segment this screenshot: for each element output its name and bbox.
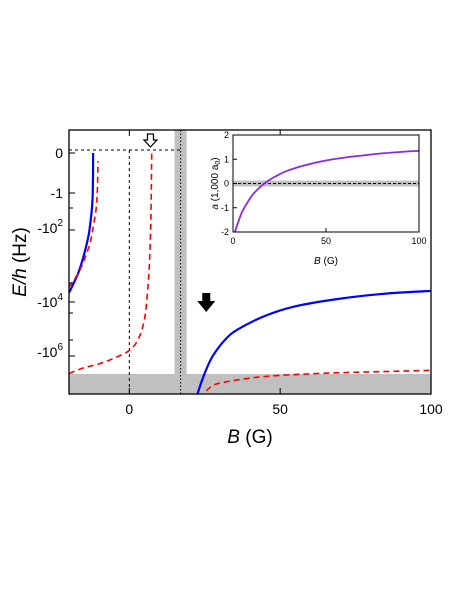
series-blue-solid-right xyxy=(196,289,431,394)
inset-y-tick-label: 2 xyxy=(224,130,229,140)
series-red-dashed-left xyxy=(69,160,99,288)
shaded-band-vertical xyxy=(174,130,187,394)
y-axis-label: E/h (Hz) xyxy=(10,227,31,297)
inset-y-axis-label: a (1,000 a0) xyxy=(210,157,222,209)
inset-plot-area xyxy=(233,149,419,232)
y-tick-label: -1 xyxy=(51,185,64,201)
y-tick-label: 0 xyxy=(55,145,63,161)
inset-x-tick-label: 100 xyxy=(411,236,426,246)
hollow-arrow-icon xyxy=(142,133,159,148)
inset-y-tick-label: -2 xyxy=(221,227,229,237)
series-blue-solid-left xyxy=(69,152,95,294)
inset-series-purple xyxy=(234,149,419,232)
solid-arrow-icon xyxy=(197,293,216,312)
inset-x-tick-label: 0 xyxy=(230,236,235,246)
x-axis-label: B (G) xyxy=(227,427,272,448)
series-red-dashed-right xyxy=(205,369,431,392)
y-tick-label: -104 xyxy=(37,292,63,310)
inset-x-tick-label: 50 xyxy=(321,236,331,246)
inset-y-tick-label: -1 xyxy=(221,203,229,213)
x-tick-label: 100 xyxy=(419,401,443,417)
series-red-dashed-middle xyxy=(69,152,153,375)
shaded-band-bottom xyxy=(69,374,431,394)
y-tick-label: -106 xyxy=(37,342,63,360)
inset-y-tick-label: 0 xyxy=(224,179,229,189)
main-plot-area xyxy=(69,130,431,394)
inset-y-tick-label: 1 xyxy=(224,154,229,164)
x-tick-label: 50 xyxy=(272,401,288,417)
x-tick-label: 0 xyxy=(125,401,133,417)
main-frame xyxy=(68,129,432,395)
y-tick-label: -102 xyxy=(37,218,63,236)
inset-x-axis-label: B (G) xyxy=(314,256,338,267)
